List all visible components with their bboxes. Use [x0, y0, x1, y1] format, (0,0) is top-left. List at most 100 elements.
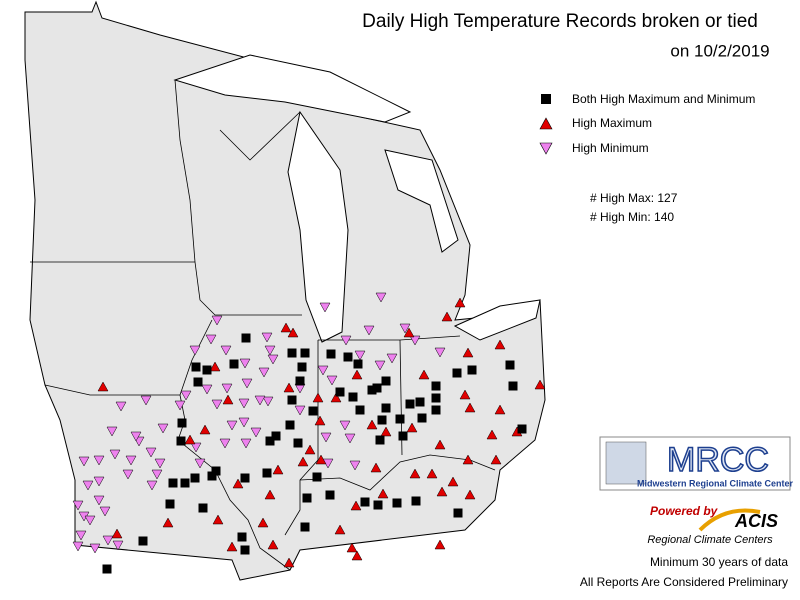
station-markers [72, 292, 546, 574]
legend-triangle-up [539, 117, 553, 130]
both-marker [240, 473, 250, 483]
high-min-marker [125, 455, 137, 466]
both-marker [453, 508, 463, 518]
title: Daily High Temperature Records broken or… [362, 11, 758, 32]
acis-name: ACIS [734, 511, 778, 531]
high-max-marker [334, 524, 346, 535]
both-marker [193, 377, 203, 387]
both-marker [211, 466, 221, 476]
lake-superior [173, 54, 412, 123]
both-marker [375, 435, 385, 445]
high-max-marker [312, 392, 324, 403]
both-marker [285, 420, 295, 430]
high-min-marker [375, 292, 387, 303]
both-marker [508, 381, 518, 391]
high-max-marker [490, 454, 502, 465]
acis-swoosh [698, 508, 761, 532]
both-marker [373, 500, 383, 510]
high-min-marker [205, 334, 217, 345]
logo-full-name: Midwestern Regional Climate Center [637, 478, 794, 488]
both-marker [417, 413, 427, 423]
both-marker [295, 376, 305, 386]
both-marker [381, 403, 391, 413]
both-marker [355, 405, 365, 415]
high-max-marker [494, 339, 506, 350]
high-max-marker [406, 422, 418, 433]
high-max-marker [346, 542, 358, 553]
high-min-marker [240, 438, 252, 449]
high-min-marker [89, 543, 101, 554]
high-min-marker [130, 431, 142, 442]
both-marker [372, 383, 382, 393]
high-min-marker [254, 395, 266, 406]
stat: # High Max: 127 [590, 191, 678, 205]
high-max-marker [272, 464, 284, 475]
high-max-marker [426, 468, 438, 479]
both-marker [517, 424, 527, 434]
high-max-marker [409, 468, 421, 479]
both-marker [367, 385, 377, 395]
high-min-marker [344, 433, 356, 444]
both-marker [398, 431, 408, 441]
high-min-marker [72, 541, 84, 552]
both-marker [180, 478, 190, 488]
high-min-marker [267, 354, 279, 365]
high-max-marker [287, 327, 299, 338]
high-max-marker [464, 489, 476, 500]
high-min-marker [211, 315, 223, 326]
both-marker [348, 392, 358, 402]
high-min-marker [238, 417, 250, 428]
both-marker [202, 365, 212, 375]
high-max-marker [380, 426, 392, 437]
both-marker [237, 532, 247, 542]
both-marker [138, 536, 148, 546]
high-min-marker [220, 345, 232, 356]
high-min-marker [434, 347, 446, 358]
both-marker [312, 472, 322, 482]
both-marker [168, 478, 178, 488]
high-min-marker [174, 400, 186, 411]
high-max-marker [366, 419, 378, 430]
high-max-marker [418, 369, 430, 380]
high-min-marker [93, 476, 105, 487]
high-min-marker [122, 469, 134, 480]
both-marker [308, 406, 318, 416]
high-max-marker [377, 488, 389, 499]
high-max-marker [486, 429, 498, 440]
footer-note: Minimum 30 years of data [650, 555, 788, 569]
high-min-marker [226, 420, 238, 431]
high-min-marker [201, 384, 213, 395]
footer-note: All Reports Are Considered Preliminary [580, 575, 788, 589]
subtitle: on 10/2/2019 [670, 41, 769, 60]
high-max-marker [434, 439, 446, 450]
high-min-marker [154, 458, 166, 469]
both-marker [302, 493, 312, 503]
high-max-marker [351, 369, 363, 380]
legend-label: High Maximum [572, 116, 652, 130]
high-max-marker [370, 462, 382, 473]
both-marker [293, 438, 303, 448]
high-min-marker [151, 469, 163, 480]
high-min-marker [409, 335, 421, 346]
high-min-marker [261, 332, 273, 343]
high-min-marker [82, 480, 94, 491]
high-min-marker [238, 398, 250, 409]
high-max-marker [232, 478, 244, 489]
both-marker [102, 564, 112, 574]
high-max-marker [459, 389, 471, 400]
high-max-marker [283, 382, 295, 393]
both-marker [207, 471, 217, 481]
high-min-marker [239, 358, 251, 369]
high-max-marker [264, 489, 276, 500]
high-max-marker [462, 347, 474, 358]
high-max-marker [314, 415, 326, 426]
high-min-marker [319, 302, 331, 313]
region [24, 0, 546, 581]
both-marker [287, 348, 297, 358]
high-max-marker [464, 402, 476, 413]
high-min-marker [374, 360, 386, 371]
high-min-marker [109, 449, 121, 460]
high-min-marker [180, 390, 192, 401]
high-max-marker [184, 434, 196, 445]
both-marker [191, 362, 201, 372]
